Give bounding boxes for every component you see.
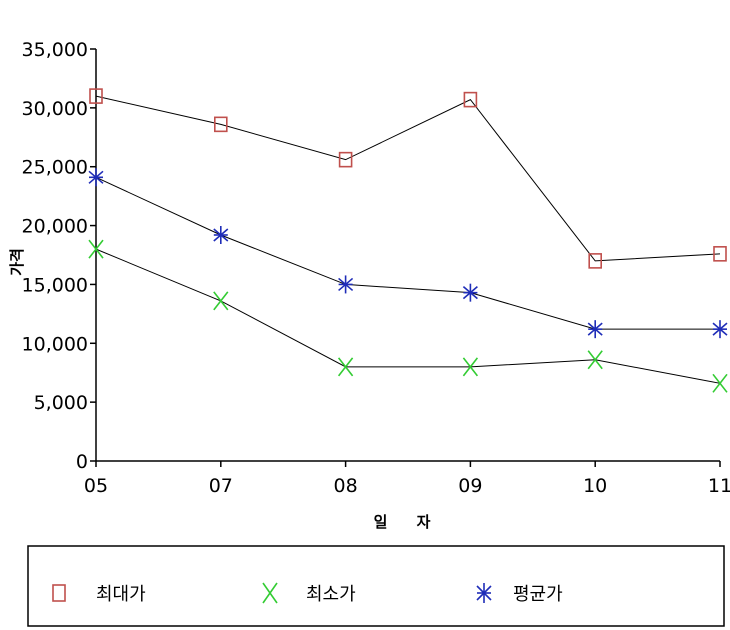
x-ticks: 05 07 08 09 10 11 [84,461,730,497]
data-point-max [89,88,103,104]
series-layer [88,88,728,393]
data-point-min [213,291,229,311]
y-tick-label: 25,000 [22,157,88,179]
legend-label-max: 최대가 [96,584,146,605]
y-tick-label: 0 [76,451,88,473]
x-tick-label: 08 [334,475,358,497]
x-tick-label: 05 [84,475,108,497]
y-tick-label: 15,000 [22,274,88,296]
y-tick-label: 5,000 [34,392,88,414]
data-point-max [338,151,353,168]
y-tick-label: 10,000 [22,333,88,355]
data-point-min [712,373,728,393]
series-line-2 [95,248,721,384]
x-tick-label: 11 [708,475,730,497]
data-point-min [462,357,479,377]
data-point-avg [88,168,104,187]
y-axis-title: 가격 [8,248,26,276]
legend-label-avg: 평균가 [513,584,563,605]
x-marker-icon [262,582,278,604]
data-point-min [88,239,104,259]
data-point-max [463,91,478,108]
y-tick-label: 35,000 [22,39,88,61]
series-line-3 [95,176,720,330]
x-tick-label: 09 [458,475,482,497]
data-point-min [337,357,354,377]
square-marker-icon [52,584,66,602]
data-point-avg [462,283,478,302]
x-axis-title: 일 자 [374,513,443,531]
data-point-max [588,253,603,269]
legend-item-avg: 평균가 [476,583,563,605]
series-line-1 [95,95,721,262]
y-tick-label: 30,000 [22,98,88,120]
x-tick-label: 07 [209,475,233,497]
legend-item-min: 최소가 [262,582,356,605]
data-point-max [214,116,228,133]
x-tick-label: 10 [583,475,607,497]
legend-item-max: 최대가 [52,584,146,605]
data-point-avg [712,320,728,339]
y-tick-label: 20,000 [22,216,88,238]
data-point-avg [338,275,354,294]
y-ticks: 0 5,000 10,000 15,000 20,000 25,000 30,000 35,0… [22,39,96,473]
data-point-avg [213,225,229,244]
legend-box [27,545,725,627]
data-point-avg [587,320,603,339]
legend-label-min: 최소가 [306,584,356,605]
data-point-max [713,246,727,262]
data-point-min [587,350,603,370]
asterisk-marker-icon [476,583,492,603]
